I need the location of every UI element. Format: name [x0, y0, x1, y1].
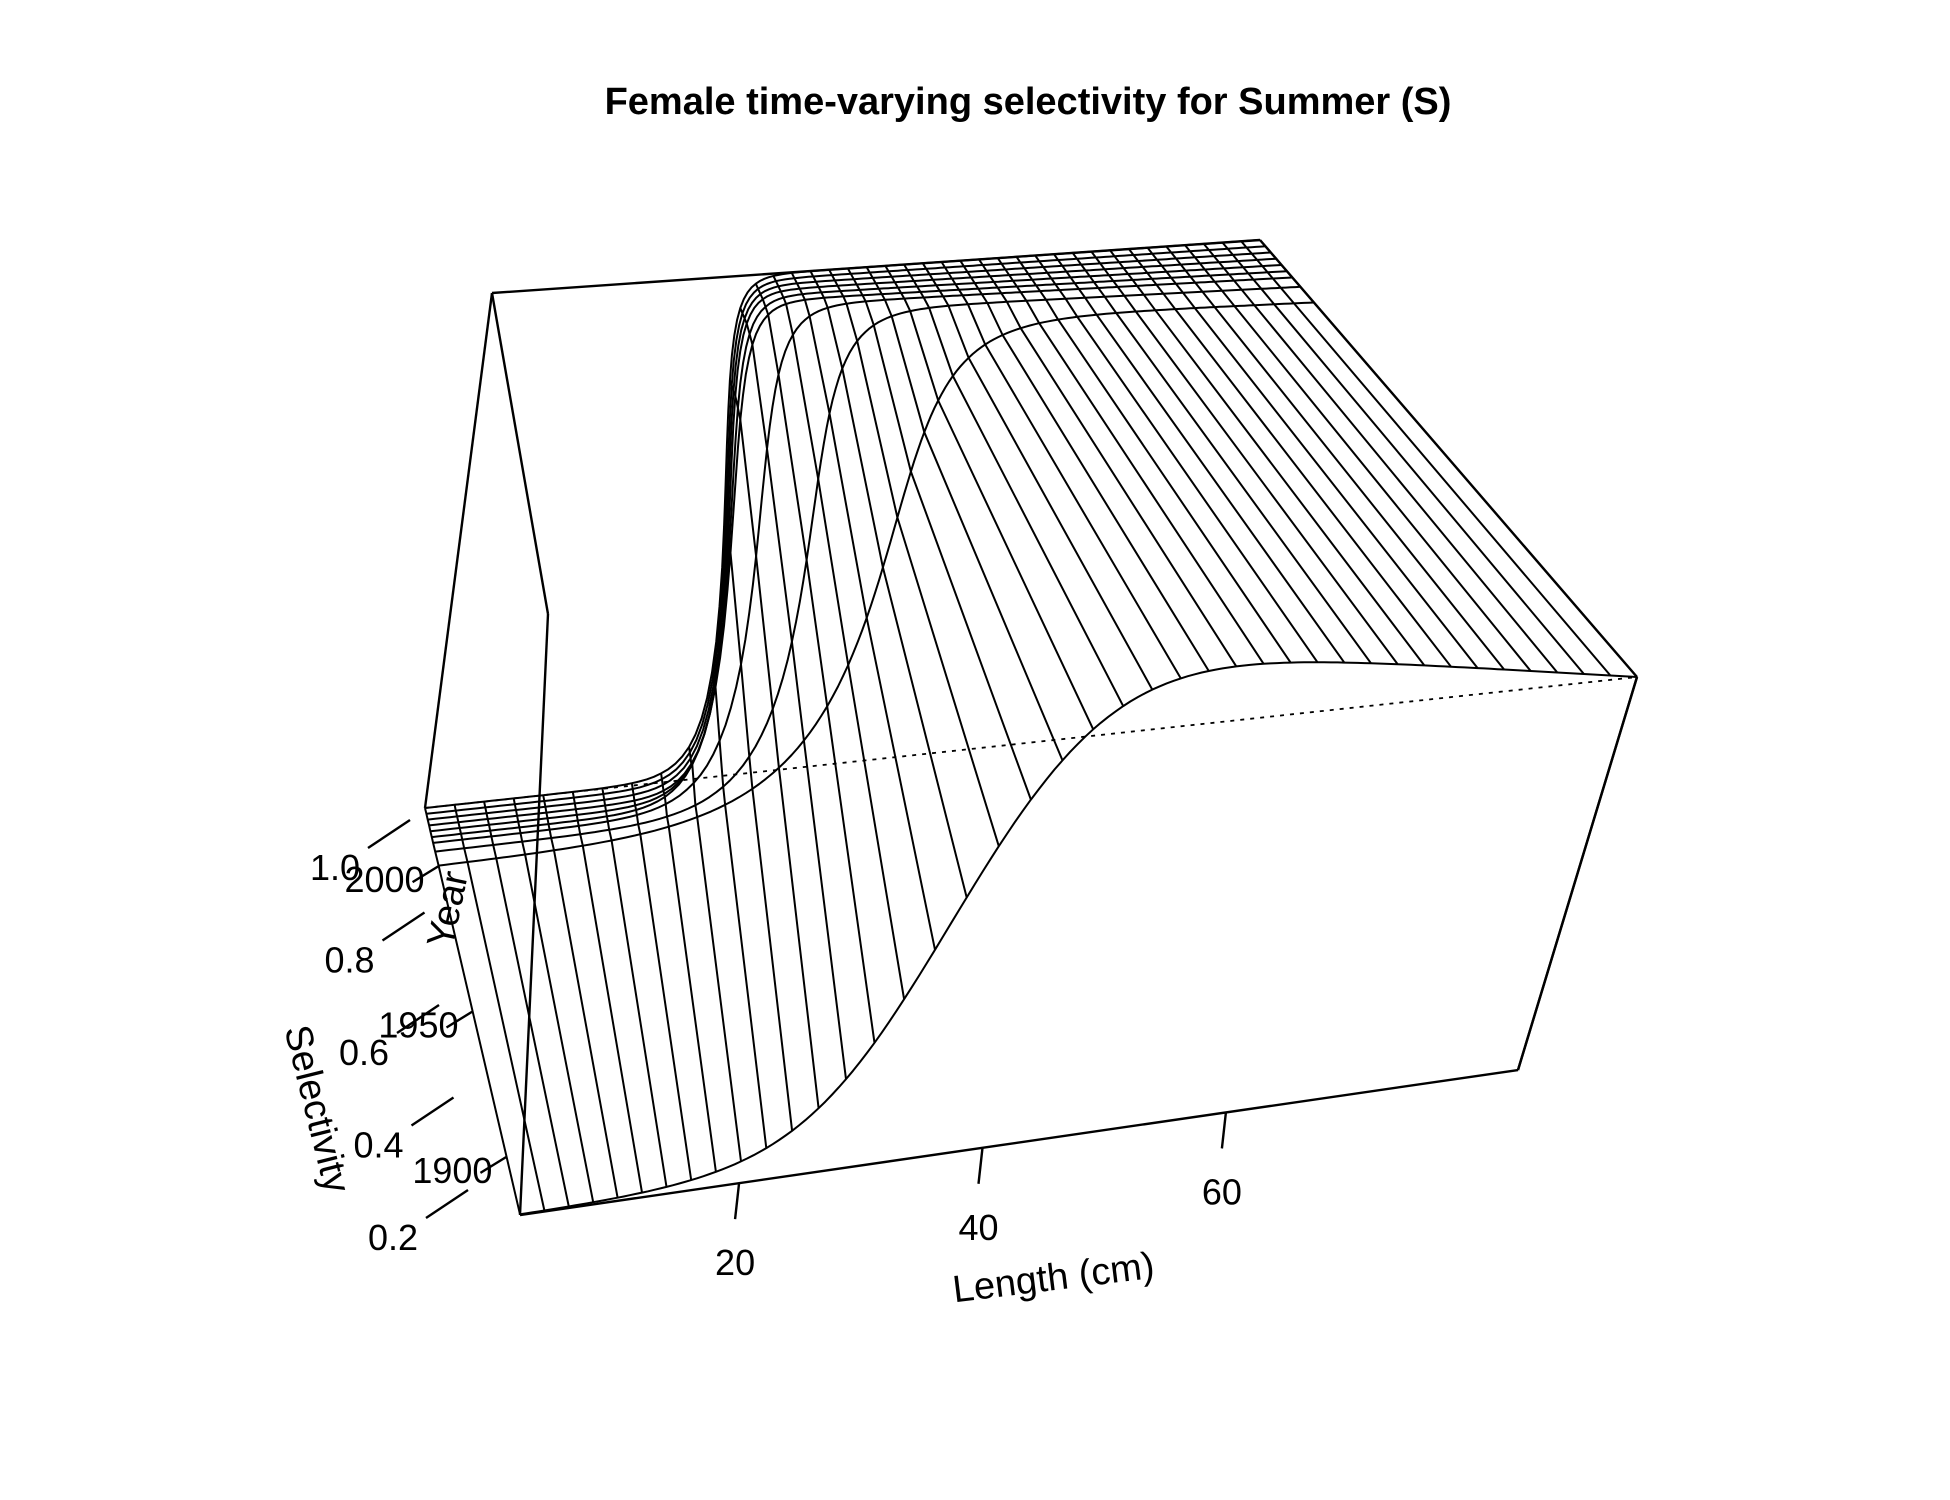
- surface-length-line-42: [865, 266, 1064, 761]
- surface-length-line-60: [1034, 254, 1319, 663]
- surface-length-line-16: [630, 783, 693, 1181]
- y-tick-label-2000: 2000: [344, 859, 424, 900]
- surface-year-line-2010: [431, 270, 1287, 839]
- y-tick-mark-1900: [479, 1155, 508, 1174]
- z-tick-mark-0.4: [410, 1096, 455, 1127]
- surface-length-line-56: [996, 257, 1265, 665]
- surface-length-line-6: [483, 801, 570, 1207]
- surface-length-line-30: [754, 283, 876, 1043]
- y-tick-mark-1950: [445, 1010, 474, 1029]
- box-front-edges: [518, 239, 1639, 1217]
- x-tick-mark-40: [977, 1147, 984, 1184]
- surface-year-line-2018: [426, 245, 1266, 815]
- surface-length-line-22: [711, 672, 768, 1149]
- surface-length-line-10: [542, 795, 619, 1198]
- x-tick-label-40: 40: [958, 1207, 998, 1248]
- surface-length-line-70: [1128, 248, 1452, 668]
- y-tick-mark-2000: [411, 865, 440, 884]
- surface-year-line-2012: [430, 264, 1282, 833]
- y-axis-title: Year: [420, 867, 477, 951]
- surface-length-line-24: [723, 525, 794, 1131]
- surface-length-line-62: [1053, 253, 1346, 664]
- box-edge-back-bottom: [424, 676, 1638, 809]
- surface-length-line-68: [1109, 249, 1426, 667]
- surface-length-line-44: [884, 265, 1095, 730]
- z-tick-label-0.6: 0.6: [339, 1032, 389, 1073]
- surface-length-line-32: [772, 275, 906, 1000]
- surface-length-line-78: [1203, 243, 1559, 674]
- surface-length-line-2: [424, 807, 521, 1215]
- surface-length-line-18: [660, 773, 717, 1172]
- surface-year-line-2020: [424, 239, 1261, 809]
- z-tick-mark-0.8: [381, 911, 426, 942]
- surface-length-line-52: [959, 260, 1210, 672]
- chart-title: Female time-varying selectivity for Summ…: [605, 81, 1452, 123]
- box-edge-left-top: [490, 292, 550, 615]
- surface-length-line-80: [1221, 241, 1585, 675]
- surface-length-line-34: [790, 272, 936, 951]
- surface-year-line-2005: [435, 285, 1301, 853]
- surface-length-line-48: [921, 262, 1154, 691]
- box-edge-back-left-vertical: [423, 292, 494, 809]
- z-tick-label-0.8: 0.8: [324, 940, 374, 981]
- surface-length-line-4: [453, 804, 546, 1211]
- box-hidden-edges: [424, 676, 1638, 809]
- box-back-edges: [423, 238, 1261, 809]
- surface-length-line-40: [847, 268, 1032, 800]
- surface-length-line-12: [571, 791, 643, 1193]
- z-tick-mark-0.2: [425, 1189, 469, 1219]
- box-edge-front-right-vertical: [1516, 676, 1639, 1071]
- y-tick-label-1900: 1900: [412, 1150, 492, 1191]
- box-edge-front-bottom: [519, 1068, 1519, 1217]
- selectivity-surface: [424, 239, 1638, 1216]
- surface-length-line-38: [828, 269, 1000, 847]
- x-tick-mark-20: [733, 1183, 741, 1220]
- z-tick-label-1.0: 1.0: [310, 847, 360, 888]
- x-axis-title: Length (cm): [950, 1245, 1156, 1311]
- box-edge-right-top: [1259, 239, 1638, 678]
- z-tick-label-0.2: 0.2: [368, 1217, 418, 1258]
- surface-year-line-1880: [519, 661, 1638, 1216]
- surface-length-line-66: [1090, 251, 1399, 665]
- surface-length-line-72: [1146, 247, 1479, 669]
- surface-length-line-50: [940, 261, 1182, 679]
- box-edge-front-left-vertical: [518, 613, 550, 1216]
- x-tick-mark-60: [1220, 1112, 1228, 1149]
- z-tick-mark-0.6: [396, 1004, 440, 1034]
- axis-ticks: 20 40 60 1900 1950 2000 0.2 0.4 0.6 0.8 1.0: [310, 819, 1242, 1283]
- surface-year-line-2000: [438, 301, 1314, 867]
- surface-length-line-20: [688, 746, 742, 1162]
- x-tick-label-60: 60: [1202, 1171, 1242, 1212]
- z-tick-label-0.4: 0.4: [353, 1125, 403, 1166]
- surface-length-line-28: [739, 307, 847, 1080]
- y-tick-label-1950: 1950: [378, 1005, 458, 1046]
- surface-length-line-82: [1240, 240, 1612, 677]
- surface-length-line-46: [903, 264, 1125, 707]
- surface-length-line-36: [809, 270, 968, 898]
- surface-length-line-76: [1184, 244, 1532, 672]
- surface-length-line-54: [978, 258, 1238, 667]
- surface-length-line-74: [1165, 245, 1505, 671]
- surface-length-line-14: [601, 788, 668, 1188]
- surface-length-line-58: [1015, 256, 1292, 664]
- surface-year-line-2016: [427, 251, 1271, 821]
- z-tick-mark-1.0: [367, 819, 411, 849]
- x-tick-label-20: 20: [715, 1242, 755, 1283]
- surface-length-line-64: [1071, 252, 1372, 664]
- surface-length-line-8: [512, 798, 595, 1203]
- surface-year-line-2014: [428, 257, 1277, 827]
- surface-year-line-2008: [432, 276, 1293, 844]
- surface-length-line-26: [728, 379, 820, 1109]
